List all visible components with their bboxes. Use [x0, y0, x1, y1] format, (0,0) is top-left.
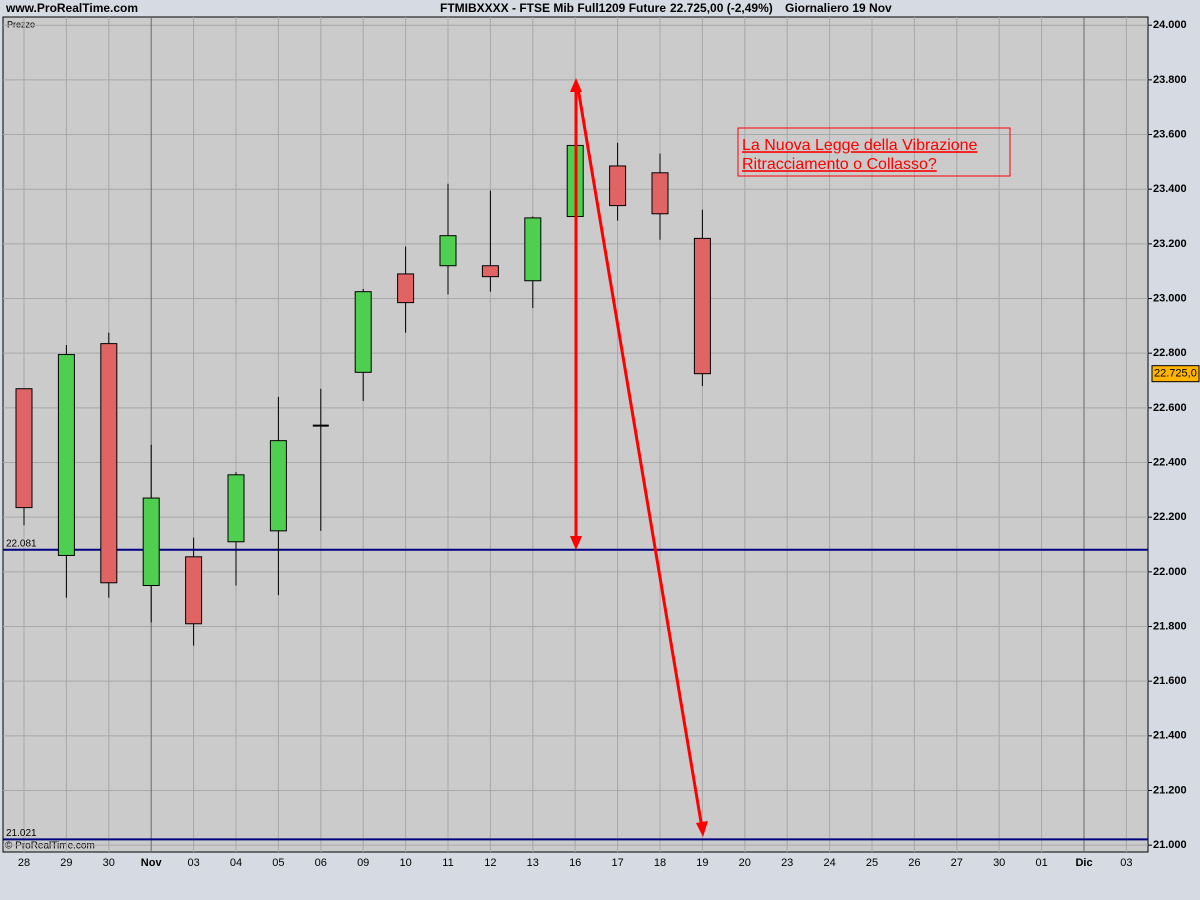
chart-subtitle: 22.725,00 (-2,49%) — [670, 1, 773, 15]
x-tick-label: 18 — [654, 857, 666, 869]
x-tick-label: 10 — [399, 857, 411, 869]
x-tick-label: 03 — [187, 857, 199, 869]
annotation: Ritracciamento o Collasso? — [742, 156, 937, 173]
y-tick-label: 24.000 — [1153, 19, 1187, 31]
y-tick-label: 22.400 — [1153, 456, 1187, 468]
y-tick-label: 23.200 — [1153, 238, 1187, 250]
candle-body — [142, 497, 160, 587]
copyright: © ProRealTime.com — [5, 841, 95, 852]
arrow-line — [576, 87, 704, 829]
candle-body — [651, 172, 669, 215]
level-label: 21.021 — [6, 828, 37, 839]
y-tick-label: 22.800 — [1153, 347, 1187, 359]
x-tick-label: 04 — [230, 857, 242, 869]
annotation-box — [737, 127, 1011, 177]
y-tick-label: 23.600 — [1153, 128, 1187, 140]
arrows — [570, 78, 708, 837]
candle-body — [269, 440, 287, 532]
candle-body — [354, 291, 372, 373]
x-tick-label: 19 — [696, 857, 708, 869]
y-tick-label: 22.000 — [1153, 566, 1187, 578]
candle-body — [481, 265, 499, 278]
x-tick-label: 25 — [866, 857, 878, 869]
x-tick-label: Dic — [1075, 857, 1092, 869]
y-tick-label: 22.600 — [1153, 402, 1187, 414]
last-price-label: 22.725,0 — [1154, 368, 1197, 380]
y-tick-label: 21.200 — [1153, 784, 1187, 796]
chart-title: FTMIBXXXX - FTSE Mib Full1209 Future — [440, 1, 666, 15]
arrow-head — [696, 821, 708, 837]
x-tick-label: 01 — [1035, 857, 1047, 869]
panel-label: Prezzo — [7, 19, 35, 29]
candle-body — [524, 217, 542, 282]
candle-body — [227, 474, 245, 543]
level-label: 22.081 — [6, 538, 37, 549]
period: Giornaliero 19 Nov — [785, 1, 892, 15]
marks: 22.081 21.021 — [3, 142, 1148, 841]
x-tick-label: 27 — [951, 857, 963, 869]
x-tick-label: 16 — [569, 857, 581, 869]
candle-body — [693, 237, 711, 375]
x-tick-label: 23 — [781, 857, 793, 869]
candle-body — [439, 235, 457, 267]
candle-body — [397, 273, 415, 304]
x-tick-label: Nov — [141, 857, 163, 869]
y-tick-label: 23.000 — [1153, 292, 1187, 304]
x-tick-label: 28 — [18, 857, 30, 869]
candle-body — [100, 343, 118, 584]
last-price-box — [1151, 365, 1200, 383]
x-tick-label: 06 — [315, 857, 327, 869]
y-tick-label: 22.200 — [1153, 511, 1187, 523]
candle-body — [57, 354, 75, 556]
y-tick-label: 21.800 — [1153, 620, 1187, 632]
x-tick-label: 11 — [442, 857, 453, 869]
y-tick-label: 23.800 — [1153, 74, 1187, 86]
x-tick-label: 03 — [1120, 857, 1132, 869]
x-tick-label: 09 — [357, 857, 369, 869]
x-tick-label: 26 — [908, 857, 920, 869]
x-tick-label: 29 — [60, 857, 72, 869]
x-tick-label: 30 — [103, 857, 115, 869]
x-tick-label: 13 — [527, 857, 539, 869]
x-tick-label: 24 — [823, 857, 835, 869]
x-tick-label: 05 — [272, 857, 284, 869]
y-tick-label: 21.600 — [1153, 675, 1187, 687]
y-tick-label: 21.000 — [1153, 839, 1187, 851]
x-tick-label: 20 — [739, 857, 751, 869]
candle-body — [609, 165, 627, 207]
annotation: La Nuova Legge della Vibrazione — [742, 137, 978, 154]
y-tick-label: 23.400 — [1153, 183, 1187, 195]
x-tick-label: 30 — [993, 857, 1005, 869]
candle-body — [185, 556, 203, 625]
x-tick-label: 17 — [611, 857, 623, 869]
x-tick-label: 12 — [484, 857, 496, 869]
y-tick-label: 21.400 — [1153, 730, 1187, 742]
site-name: www.ProRealTime.com — [5, 1, 138, 15]
candle-body — [15, 388, 33, 509]
arrow-head — [570, 536, 582, 550]
